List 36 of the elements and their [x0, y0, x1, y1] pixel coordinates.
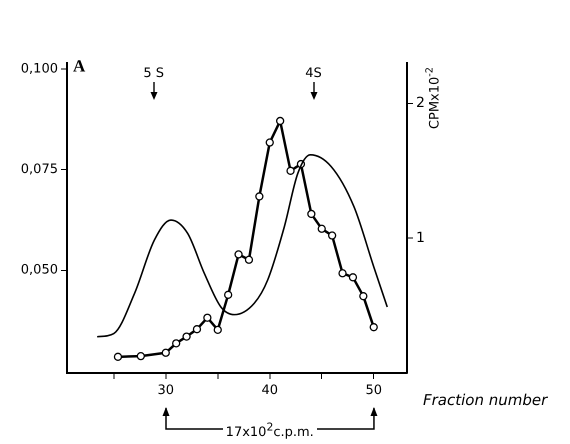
y-axis-title: A [73, 56, 86, 76]
y-tick-label: 0,075 [20, 162, 58, 178]
point [370, 323, 378, 332]
point [114, 352, 122, 361]
point [318, 224, 326, 233]
point [214, 326, 222, 334]
annotation: 4S [305, 66, 322, 81]
x-tick-label: 50 [365, 383, 382, 398]
y2-axis-title: CPMx10-2 [424, 66, 442, 130]
y-tick-label: 0,050 [20, 262, 58, 278]
point [224, 290, 232, 299]
point [359, 292, 368, 300]
point [266, 138, 274, 147]
point [182, 332, 191, 341]
point [348, 273, 358, 282]
x-axis-title: Fraction number [423, 390, 548, 409]
point [162, 348, 170, 357]
point [286, 166, 295, 175]
point [328, 231, 336, 240]
annotation: 5 S [143, 66, 164, 81]
text: 17x10$^{2}$c.p.m. [224, 421, 315, 440]
point [244, 256, 254, 264]
y-tick-label: 0,100 [20, 61, 58, 76]
point [307, 210, 316, 218]
point [203, 314, 212, 322]
point [136, 352, 145, 360]
point [172, 339, 180, 348]
y2-tick-label: 1 [416, 230, 425, 246]
point [192, 325, 202, 334]
x-tick-label: 30 [158, 383, 174, 398]
x-tick-label: 40 [261, 383, 278, 398]
y2-tick-label: 2 [416, 95, 425, 112]
point [276, 116, 284, 126]
point [234, 250, 243, 259]
point [338, 269, 347, 278]
point [255, 192, 264, 201]
